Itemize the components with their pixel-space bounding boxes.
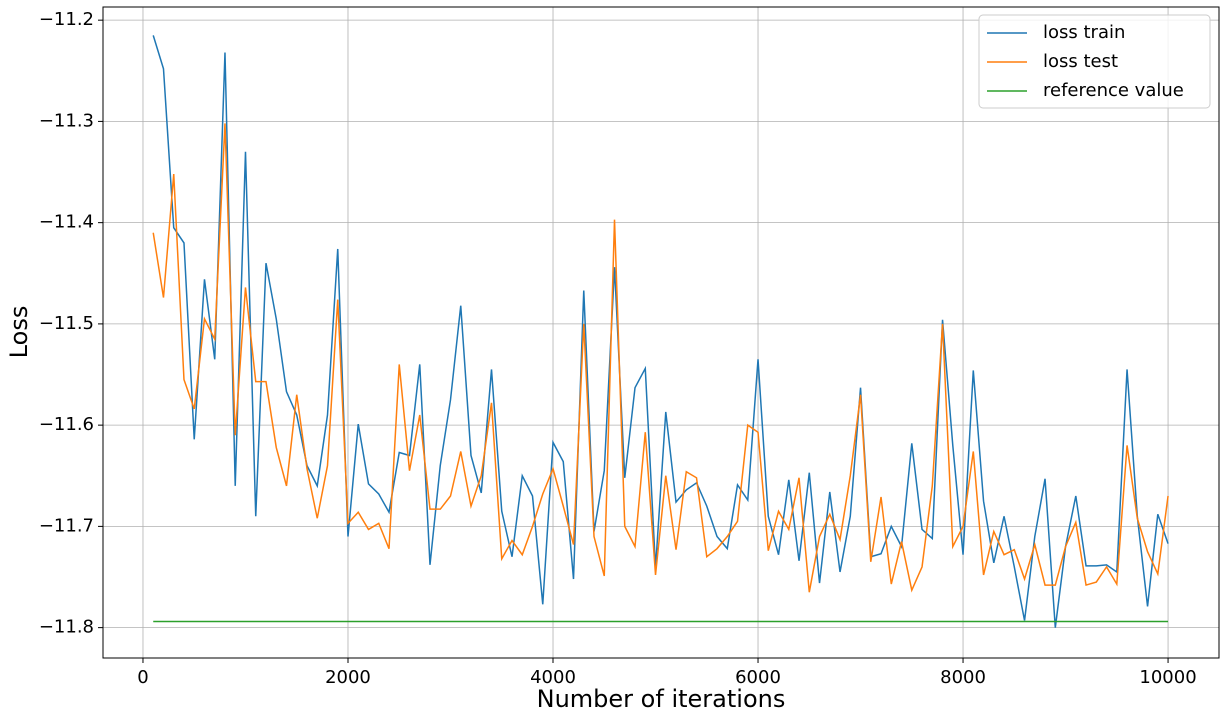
x-tick-label: 2000 <box>325 667 371 688</box>
y-tick-label: −11.8 <box>39 617 94 638</box>
legend: loss train loss test reference value <box>978 14 1211 109</box>
y-tick-label: −11.2 <box>39 9 94 30</box>
plot-frame <box>102 6 1220 659</box>
y-tick-label: −11.3 <box>39 110 94 131</box>
y-tick-label: −11.4 <box>39 212 94 233</box>
y-tick-label: −11.7 <box>39 515 94 536</box>
legend-label: reference value <box>1043 80 1184 101</box>
x-tick-label: 6000 <box>735 667 781 688</box>
x-tick-label: 0 <box>137 667 148 688</box>
y-tick-label: −11.5 <box>39 313 94 334</box>
series-line <box>152 35 1169 628</box>
x-tick-label: 4000 <box>530 667 576 688</box>
x-axis-label: Number of iterations <box>537 685 786 713</box>
legend-label: loss test <box>1043 51 1118 72</box>
legend-label: loss train <box>1043 22 1125 43</box>
y-tick-label: −11.6 <box>39 414 94 435</box>
x-tick-label: 8000 <box>940 667 986 688</box>
x-tick-label: 10000 <box>1139 667 1196 688</box>
legend-box <box>978 14 1211 109</box>
y-axis-label: Loss <box>5 306 33 359</box>
series-line <box>152 123 1169 593</box>
